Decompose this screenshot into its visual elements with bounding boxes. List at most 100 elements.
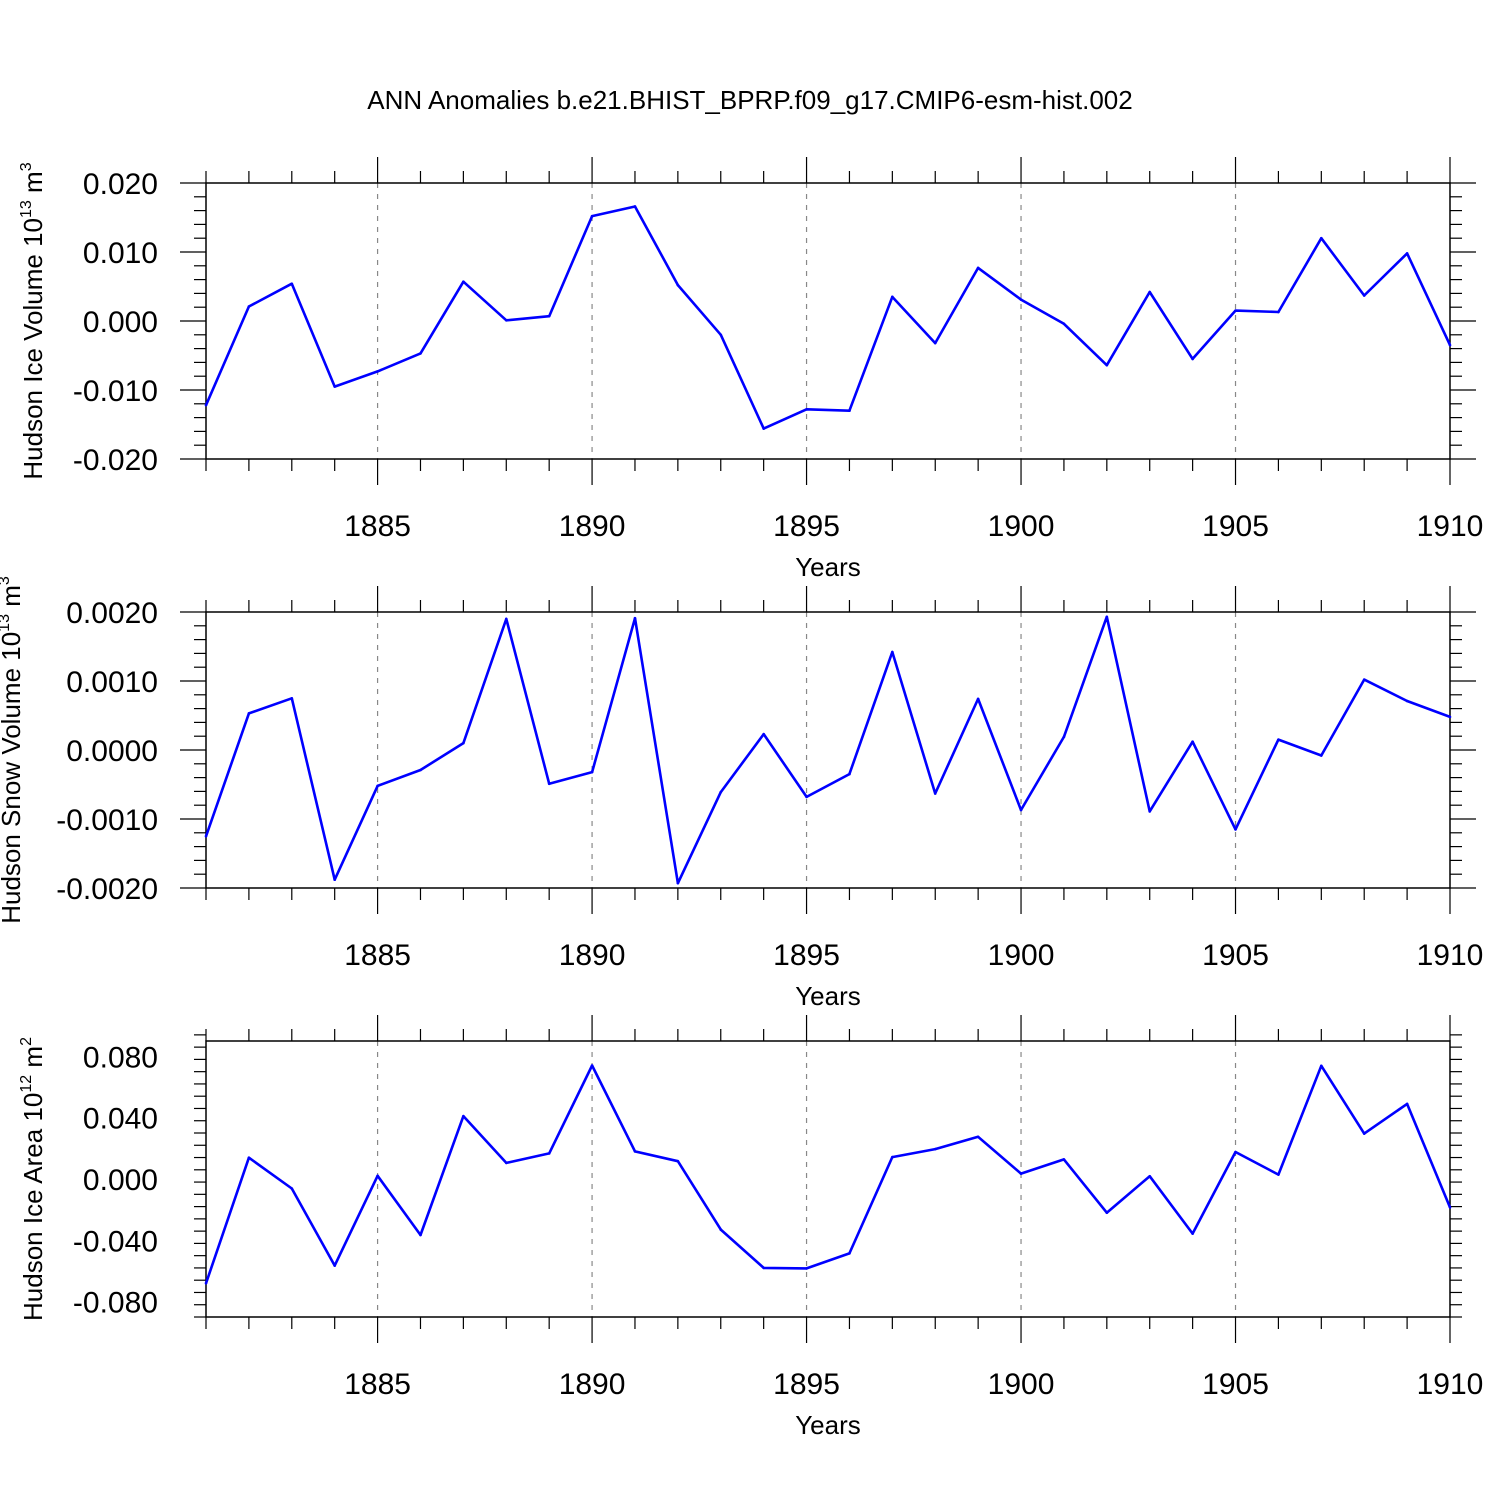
x-tick-label: 1895	[773, 939, 840, 972]
x-tick-label: 1885	[344, 510, 411, 543]
grid-lines	[376, 1041, 1237, 1317]
data-point	[1277, 310, 1280, 314]
data-point	[1105, 363, 1109, 367]
data-point	[462, 280, 465, 283]
data-point	[419, 352, 422, 355]
data-point	[204, 834, 208, 838]
y-tick-label: -0.080	[73, 1287, 158, 1320]
grid-lines	[376, 183, 1237, 459]
data-point	[1062, 735, 1066, 739]
y-axis-label: Hudson Snow Volume 1013 m3	[0, 576, 26, 924]
data-point	[590, 214, 594, 218]
tick-marks	[194, 1015, 1462, 1343]
data-point	[933, 792, 937, 795]
plot-frame	[205, 182, 1451, 460]
data-point	[504, 319, 508, 322]
data-point	[891, 1155, 894, 1159]
x-tick-label: 1895	[773, 1368, 840, 1401]
data-point	[547, 314, 551, 318]
data-point	[1362, 294, 1366, 297]
grid-lines	[376, 612, 1237, 888]
data-point	[676, 881, 680, 885]
x-tick-labels: 1885 1890 1895 1900 1905 1910	[344, 1368, 1483, 1401]
y-axis-label-unit-exponent: 3	[0, 576, 13, 585]
data-point	[1148, 290, 1152, 294]
y-tick-label: 0.0000	[66, 735, 158, 768]
y-tick-label: -0.0010	[56, 804, 158, 837]
data-point	[633, 1150, 637, 1153]
data-point	[933, 341, 937, 345]
x-tick-label: 1900	[988, 1368, 1055, 1401]
data-point	[1105, 1211, 1109, 1215]
data-point	[719, 790, 723, 794]
series-line	[204, 615, 1451, 885]
data-point	[1362, 1132, 1366, 1135]
panel-ice-area: 0.080 0.040 0.000 -0.040 -0.080 1885 1890 1895…	[18, 1015, 1483, 1440]
data-point	[976, 266, 980, 270]
data-point	[504, 617, 508, 621]
x-tick-label: 1905	[1202, 510, 1269, 543]
data-point	[590, 1064, 594, 1067]
data-point	[1191, 357, 1194, 361]
data-point	[1148, 810, 1152, 813]
y-tick-label: 0.080	[83, 1041, 158, 1074]
plot-frame	[205, 1040, 1451, 1318]
data-point	[933, 1147, 937, 1151]
x-tick-label: 1910	[1417, 939, 1484, 972]
data-point	[633, 616, 637, 620]
data-point	[1062, 322, 1066, 326]
y-axis-label-spacer	[18, 1068, 48, 1075]
data-point	[805, 408, 808, 411]
data-point	[676, 1159, 680, 1163]
data-point	[719, 1228, 723, 1231]
data-point	[333, 1264, 336, 1267]
y-tick-label: -0.020	[73, 444, 158, 477]
y-tick-label: 0.000	[83, 1164, 158, 1197]
x-tick-label: 1910	[1417, 1368, 1484, 1401]
data-points	[204, 615, 1452, 885]
data-point	[1362, 678, 1366, 681]
data-point	[976, 1135, 980, 1139]
tick-marks	[180, 586, 1476, 914]
data-point	[333, 385, 336, 388]
data-point	[805, 1267, 808, 1270]
data-point	[762, 1266, 765, 1270]
data-point	[848, 772, 851, 776]
data-point	[333, 878, 336, 882]
x-tick-labels: 1885 1890 1895 1900 1905 1910	[344, 939, 1483, 972]
y-tick-label: -0.0020	[56, 873, 158, 906]
y-axis-label-unit: m	[0, 585, 26, 607]
data-point	[1019, 1172, 1023, 1175]
x-axis-label: Years	[795, 981, 861, 1011]
panel-snow-volume: 0.0020 0.0010 0.0000 -0.0010 -0.0020 1885 189…	[0, 576, 1483, 1011]
y-tick-label: 0.0010	[66, 666, 158, 699]
data-point	[1320, 236, 1323, 240]
data-point	[976, 697, 980, 701]
data-point	[290, 1187, 294, 1190]
y-tick-label: 0.010	[83, 237, 158, 270]
y-axis-label-unit-exponent: 2	[18, 1037, 35, 1046]
y-tick-label: -0.040	[73, 1225, 158, 1258]
x-tick-label: 1905	[1202, 939, 1269, 972]
y-axis-label-spacer	[18, 193, 48, 200]
data-point	[1448, 715, 1452, 719]
data-point	[247, 712, 251, 715]
x-tick-label: 1910	[1417, 510, 1484, 543]
y-tick-label: 0.000	[83, 306, 158, 339]
data-point	[590, 770, 594, 774]
y-tick-labels: 0.0020 0.0010 0.0000 -0.0010 -0.0020	[56, 597, 158, 906]
data-point	[247, 305, 251, 308]
data-point	[762, 732, 765, 736]
y-axis-label-main: Hudson Ice Volume 10	[18, 218, 48, 480]
data-point	[676, 283, 680, 287]
y-axis-label: Hudson Ice Volume 1013 m3	[18, 162, 48, 479]
data-point	[1234, 309, 1237, 312]
data-point	[1234, 828, 1237, 831]
data-point	[204, 403, 208, 407]
data-point	[762, 427, 765, 430]
data-point	[1105, 615, 1109, 619]
x-tick-label: 1900	[988, 939, 1055, 972]
x-tick-label: 1895	[773, 510, 840, 543]
x-tick-label: 1890	[559, 1368, 626, 1401]
